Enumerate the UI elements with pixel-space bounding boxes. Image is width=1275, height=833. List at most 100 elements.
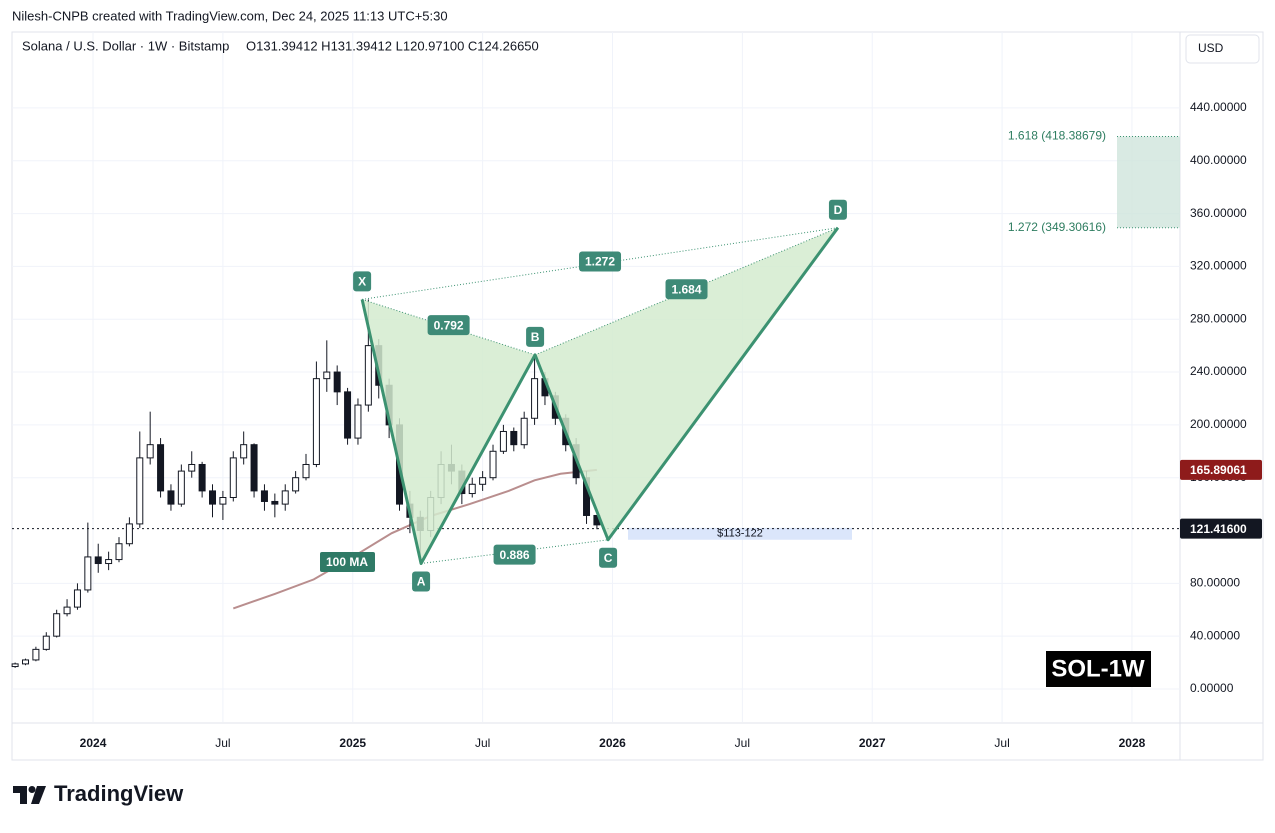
candle-body bbox=[22, 659, 30, 665]
watermark: SOL-1W bbox=[1051, 655, 1145, 682]
candle-body bbox=[240, 444, 248, 459]
currency[interactable]: USD bbox=[1198, 41, 1224, 55]
x-tick-label: Jul bbox=[475, 736, 490, 750]
candle-body bbox=[281, 490, 289, 505]
ratio-label: 0.886 bbox=[500, 548, 530, 562]
target-label: 1.618 (418.38679) bbox=[1008, 129, 1106, 143]
x-tick-label: Jul bbox=[994, 736, 1009, 750]
brand-logo bbox=[13, 786, 46, 804]
candle-body bbox=[364, 345, 372, 406]
candle-body bbox=[11, 663, 19, 668]
x-tick-label: 2025 bbox=[339, 736, 366, 750]
candle-body bbox=[260, 490, 268, 502]
candle-body bbox=[333, 371, 341, 393]
point-label: X bbox=[358, 275, 366, 289]
y-tick-label: 320.00000 bbox=[1190, 259, 1247, 273]
support-zone-label: $113-122 bbox=[717, 528, 763, 540]
credit: Nilesh-CNPB created with TradingView.com… bbox=[12, 8, 448, 23]
x-tick-label: 2024 bbox=[80, 736, 107, 750]
candle-body bbox=[73, 589, 81, 608]
candle-body bbox=[489, 450, 497, 479]
x-tick-label: Jul bbox=[735, 736, 750, 750]
candle-body bbox=[84, 556, 92, 591]
price-label: 165.89061 bbox=[1190, 463, 1247, 477]
candle-body bbox=[323, 371, 331, 380]
candle-body bbox=[499, 430, 507, 452]
y-tick-label: 240.00000 bbox=[1190, 364, 1247, 378]
y-tick-label: 80.00000 bbox=[1190, 576, 1240, 590]
candle-body bbox=[312, 378, 320, 465]
y-tick-label: 280.00000 bbox=[1190, 311, 1247, 325]
candle-body bbox=[531, 378, 539, 419]
point-label: C bbox=[604, 551, 613, 565]
candle-body bbox=[198, 463, 206, 492]
point-label-box bbox=[526, 326, 545, 347]
candle-body bbox=[209, 490, 217, 505]
x-tick-label: 2027 bbox=[859, 736, 886, 750]
y-tick-label: 440.00000 bbox=[1190, 100, 1247, 114]
symbol: Solana / U.S. Dollar · 1W · Bitstamp bbox=[22, 38, 229, 53]
candle-body bbox=[354, 404, 362, 439]
pattern-fill bbox=[535, 227, 838, 540]
candle-body bbox=[250, 444, 258, 492]
candle-body bbox=[136, 457, 144, 525]
ratio-label-box bbox=[427, 315, 470, 336]
price-label-box bbox=[1180, 518, 1262, 539]
pattern-line bbox=[360, 226, 840, 566]
ratio-line bbox=[534, 227, 839, 356]
x-tick-label: 2028 bbox=[1119, 736, 1146, 750]
candle-body bbox=[229, 457, 237, 499]
candle-body bbox=[177, 470, 185, 505]
candle-body bbox=[115, 543, 123, 561]
price-label-box bbox=[1180, 459, 1262, 480]
point-label-box bbox=[599, 547, 618, 568]
candle-body bbox=[167, 490, 175, 505]
brand: TradingView bbox=[54, 781, 184, 806]
ratio-label-box bbox=[665, 279, 708, 300]
ratio-label-box bbox=[579, 251, 622, 272]
frame bbox=[11, 31, 1264, 761]
ratio-label-box bbox=[493, 544, 536, 565]
pattern-fill bbox=[362, 299, 536, 564]
candle-body bbox=[105, 559, 113, 565]
y-tick-label: 40.00000 bbox=[1190, 628, 1240, 642]
point-label-box bbox=[828, 199, 847, 220]
candle-body bbox=[125, 523, 133, 545]
candle-body bbox=[188, 463, 196, 472]
candle-body bbox=[42, 635, 50, 650]
target-label: 1.272 (349.30616) bbox=[1008, 220, 1106, 234]
support-zone bbox=[628, 527, 852, 540]
candle-body bbox=[292, 477, 300, 492]
point-label: D bbox=[834, 203, 843, 217]
candle-body bbox=[157, 444, 165, 492]
price-label: 121.41600 bbox=[1190, 522, 1247, 536]
y-tick-label: 400.00000 bbox=[1190, 153, 1247, 167]
y-tick-label: 0.00000 bbox=[1190, 681, 1234, 695]
point-label-box bbox=[412, 571, 431, 592]
candle-body bbox=[510, 430, 518, 446]
candle-body bbox=[53, 613, 61, 637]
candle-body bbox=[63, 606, 71, 615]
candle-body bbox=[146, 444, 154, 459]
currency-button[interactable] bbox=[1185, 34, 1260, 64]
ratio-label: 1.684 bbox=[671, 282, 701, 296]
ma-label: 100 MA bbox=[326, 555, 368, 569]
candle-body bbox=[271, 500, 279, 505]
target-zone bbox=[1117, 136, 1180, 228]
ma-label-box bbox=[320, 552, 375, 572]
candle-body bbox=[479, 477, 487, 485]
candle-body bbox=[468, 483, 476, 495]
candle-body bbox=[520, 417, 528, 446]
watermark-box bbox=[1046, 651, 1151, 687]
x-tick-label: 2026 bbox=[599, 736, 626, 750]
point-label-box bbox=[353, 271, 372, 292]
ratio-label: 1.272 bbox=[585, 255, 615, 269]
candle-body bbox=[344, 391, 352, 439]
x-tick-label: Jul bbox=[215, 736, 230, 750]
candle-body bbox=[302, 463, 310, 479]
y-tick-label: 360.00000 bbox=[1190, 206, 1247, 220]
candle-body bbox=[219, 497, 227, 505]
ratio-label: 0.792 bbox=[434, 318, 464, 332]
point-label: B bbox=[531, 330, 540, 344]
